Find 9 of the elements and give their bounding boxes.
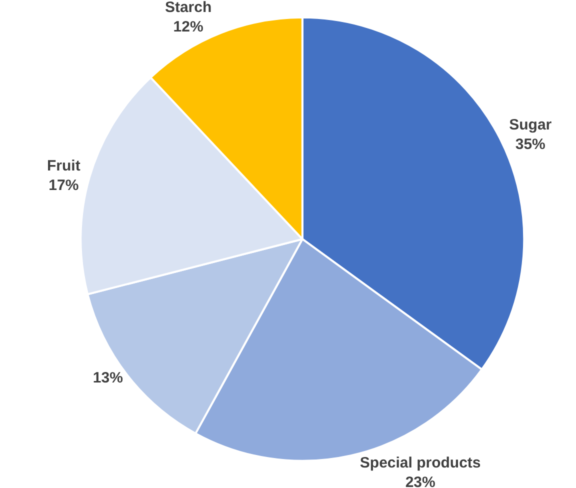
slice-label: Fruit xyxy=(46,158,80,175)
data-label: 23% xyxy=(405,474,436,488)
data-label: 12% xyxy=(173,18,204,36)
slice-label: Special products xyxy=(360,454,481,472)
data-label: 17% xyxy=(48,177,79,194)
data-label: 35% xyxy=(515,136,546,153)
slice-label: Starch xyxy=(164,0,212,16)
slice-label: Sugar xyxy=(509,116,552,134)
data-label: 13% xyxy=(92,370,123,387)
